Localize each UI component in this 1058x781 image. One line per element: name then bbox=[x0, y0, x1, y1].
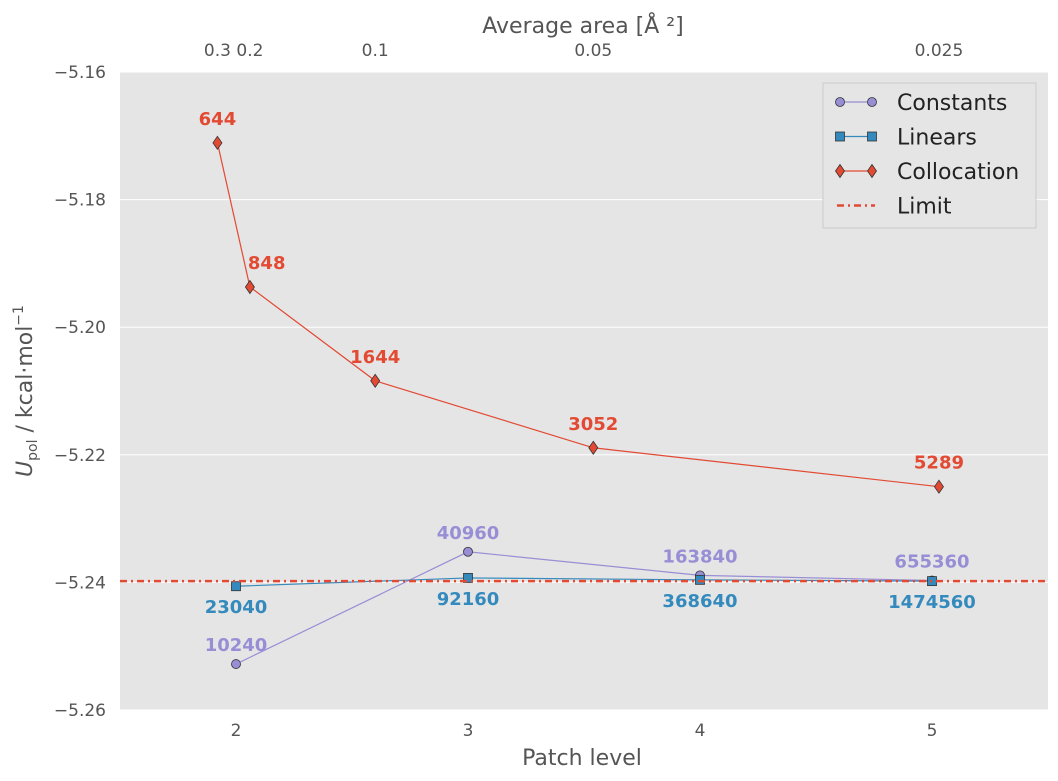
legend-linears-label: Linears bbox=[897, 126, 977, 151]
y-ticks: −5.26 −5.24 −5.22 −5.20 −5.18 −5.16 bbox=[54, 63, 106, 721]
top-tick-label: 0.1 bbox=[362, 41, 389, 61]
legend-collocation-marker bbox=[835, 163, 845, 179]
top-tick-label: 0.05 bbox=[574, 41, 612, 61]
constants-data-label: 655360 bbox=[894, 551, 969, 572]
linears-marker bbox=[231, 581, 241, 592]
linears-marker bbox=[695, 574, 705, 585]
collocation-marker bbox=[933, 479, 944, 494]
constants-data-label: 10240 bbox=[205, 635, 268, 656]
collocation-marker bbox=[370, 373, 381, 388]
collocation-data-label: 5289 bbox=[914, 453, 964, 474]
linears-marker bbox=[463, 573, 473, 583]
collocation-data-label: 3052 bbox=[568, 414, 618, 435]
linears-data-label: 368640 bbox=[662, 591, 737, 612]
top-tick-label: 0.2 bbox=[236, 41, 263, 61]
legend-collocation-label: Collocation bbox=[897, 160, 1019, 185]
constants-marker bbox=[463, 546, 473, 557]
y-tick-label: −5.22 bbox=[54, 446, 106, 466]
constants-marker bbox=[231, 659, 241, 669]
top-ticks: 0.3 0.2 0.1 0.05 0.025 bbox=[204, 41, 963, 61]
collocation-marker bbox=[588, 440, 599, 455]
grid bbox=[120, 71, 1048, 711]
legend-linears-marker bbox=[867, 131, 877, 142]
legend-limit-label: Limit bbox=[897, 195, 952, 220]
linears-data-label: 1474560 bbox=[888, 592, 976, 613]
collocation-data-label: 1644 bbox=[350, 347, 400, 368]
legend-constants-marker bbox=[835, 97, 845, 107]
collocation-data-label: 848 bbox=[248, 253, 286, 274]
top-tick-label: 0.3 bbox=[204, 41, 231, 61]
legend: Constants Linears Collocation Limit bbox=[822, 82, 1037, 229]
collocation-marker bbox=[212, 135, 223, 151]
x-tick-label: 2 bbox=[231, 721, 242, 741]
y-tick-label: −5.26 bbox=[54, 701, 106, 721]
y-tick-label: −5.16 bbox=[54, 63, 106, 83]
y-tick-label: −5.24 bbox=[54, 573, 106, 593]
linears-data-label: 23040 bbox=[205, 597, 268, 618]
constants-data-label: 163840 bbox=[662, 546, 737, 567]
series-layer bbox=[120, 135, 1048, 669]
x-ticks: 2 3 4 5 bbox=[231, 721, 938, 741]
constants-data-label: 40960 bbox=[437, 523, 500, 544]
y-axis-title: Upol / kcal·mol−1 bbox=[11, 305, 41, 477]
x-tick-label: 5 bbox=[927, 721, 938, 741]
constants-line bbox=[235, 551, 933, 665]
x-axis-title: Patch level bbox=[522, 746, 642, 771]
legend-collocation-marker bbox=[867, 163, 877, 179]
x-tick-label: 4 bbox=[695, 721, 706, 741]
collocation-marker bbox=[244, 279, 255, 295]
annotations-layer: 10240 40960 163840 655360 23040 92160 368640 14… bbox=[199, 109, 976, 656]
y-tick-label: −5.18 bbox=[54, 191, 106, 211]
legend-linears-marker bbox=[835, 131, 845, 142]
collocation-data-label: 644 bbox=[199, 109, 237, 130]
legend-box bbox=[822, 82, 1037, 229]
x-tick-label: 3 bbox=[463, 721, 474, 741]
legend-constants-label: Constants bbox=[897, 91, 1007, 116]
y-tick-label: −5.20 bbox=[54, 318, 106, 338]
top-axis-title: Average area [Å ²] bbox=[482, 12, 683, 39]
linears-data-label: 92160 bbox=[437, 589, 500, 610]
legend-constants-marker bbox=[867, 97, 877, 107]
top-tick-label: 0.025 bbox=[915, 41, 964, 61]
